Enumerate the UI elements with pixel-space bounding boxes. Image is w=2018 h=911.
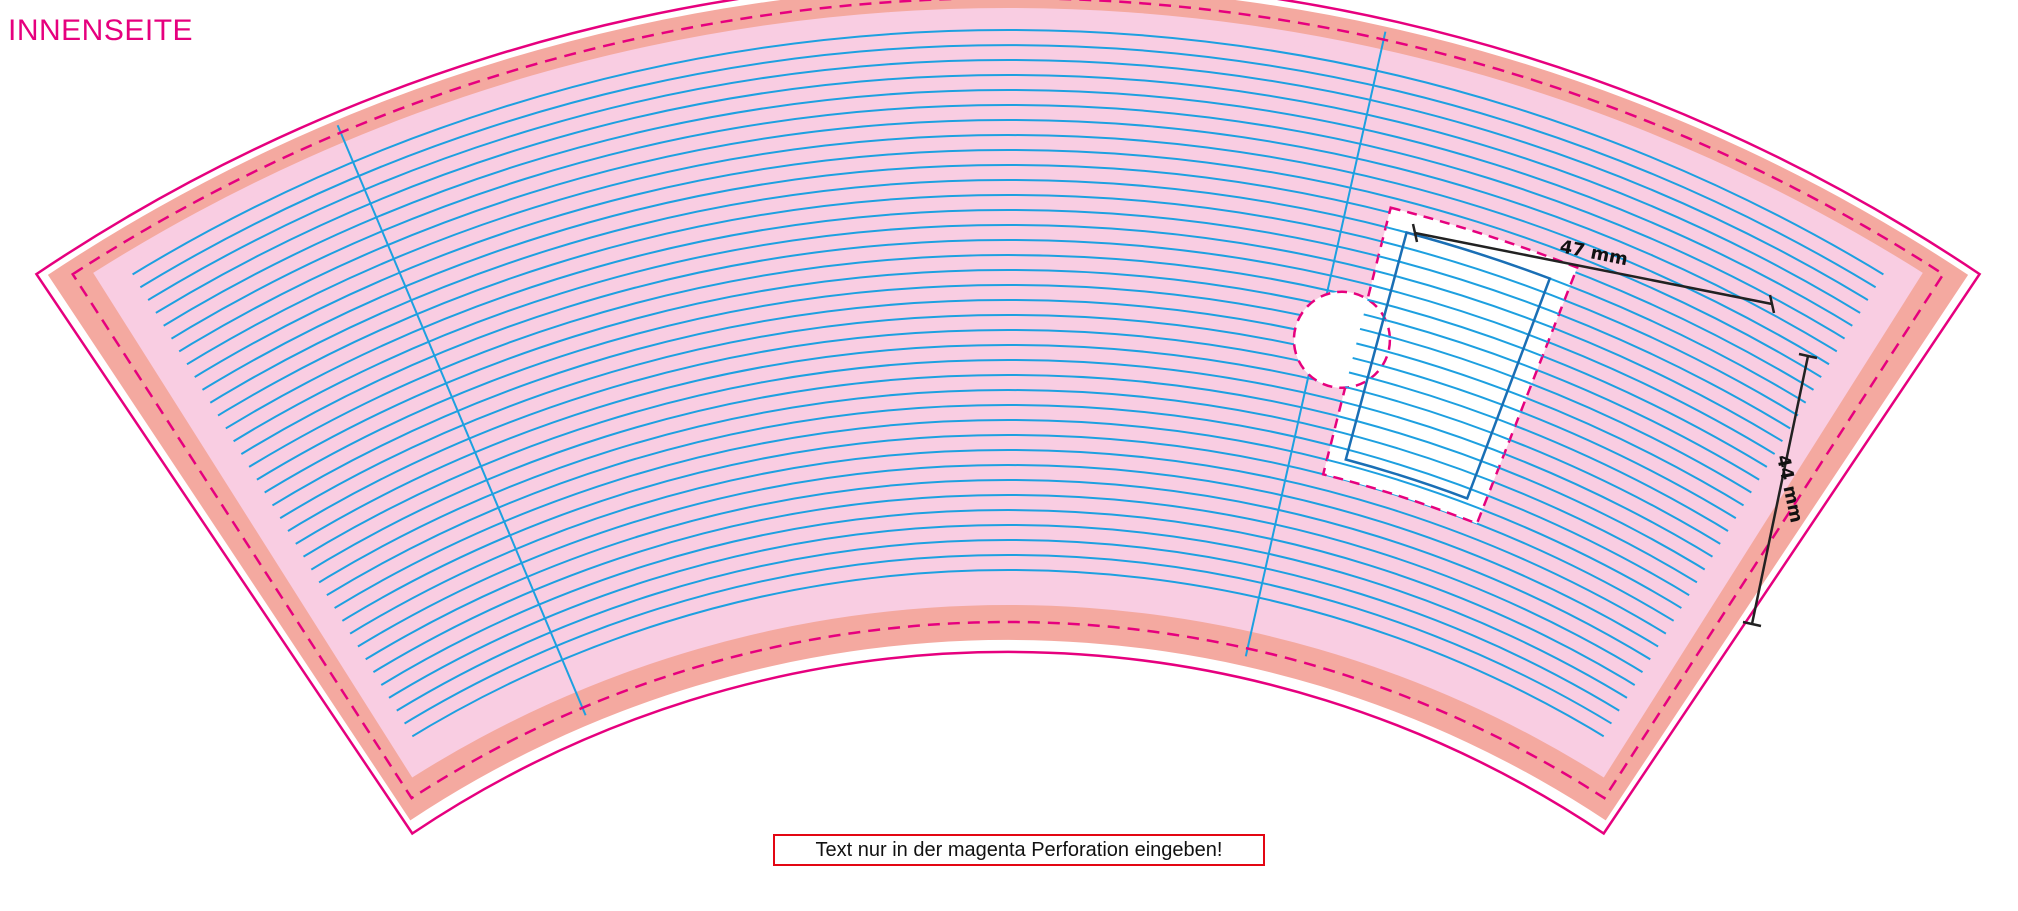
guide-arc [196, 269, 1820, 519]
height-dimension-cap-start [1798, 352, 1818, 360]
height-dimension-line [1750, 355, 1810, 625]
guide-arc [255, 374, 1761, 606]
guide-arc [330, 509, 1686, 718]
window-inner-outline [1344, 230, 1552, 501]
guide-arc [339, 524, 1677, 731]
guide-arc [179, 239, 1837, 494]
guide-arc [127, 134, 1889, 407]
height-dimension-cap-end [1742, 620, 1762, 628]
guide-arc [163, 209, 1853, 470]
guide-arc [127, 119, 1889, 395]
guide-arc [129, 149, 1887, 420]
guide-arc [137, 164, 1879, 432]
guide-arc [205, 283, 1811, 532]
thumb-notch [1292, 290, 1392, 390]
guide-lines [127, 29, 1889, 741]
page-title: INNENSEITE [8, 14, 194, 47]
width-dimension-cap-end [1768, 294, 1776, 314]
guide-arc [127, 103, 1889, 382]
perforation-outline [70, 0, 1946, 800]
guide-arc [213, 299, 1803, 544]
width-dimension-cap-start [1411, 223, 1419, 243]
seam-line-left [336, 124, 587, 716]
guide-arc [221, 313, 1795, 557]
guide-arc [171, 224, 1845, 482]
guide-arc [280, 419, 1736, 644]
guide-arc [188, 254, 1828, 507]
cut-line [34, 0, 1982, 836]
guide-arc [297, 449, 1719, 668]
guide-arc [238, 344, 1778, 581]
guide-arc [127, 29, 1889, 320]
guide-arc [355, 554, 1661, 741]
notice-box: Text nur in der magenta Perforation eing… [773, 834, 1265, 866]
width-dimension-line [1414, 231, 1773, 306]
guide-arc [127, 73, 1889, 358]
notice-text: Text nur in der magenta Perforation eing… [815, 838, 1223, 861]
guide-arc [347, 539, 1669, 741]
guide-arc [305, 464, 1711, 681]
guide-arc [246, 359, 1770, 594]
guide-arc [127, 44, 1889, 333]
guide-arc [288, 433, 1728, 656]
guide-arc [263, 389, 1753, 619]
guide-arc [230, 328, 1786, 569]
guide-arc [322, 493, 1694, 706]
guide-arc [364, 569, 1652, 741]
guide-arc [146, 178, 1870, 445]
guide-arc [127, 59, 1889, 345]
guide-arc [127, 89, 1889, 370]
guide-arc [272, 404, 1744, 631]
guide-arc [154, 193, 1862, 457]
guide-arc [314, 479, 1702, 693]
